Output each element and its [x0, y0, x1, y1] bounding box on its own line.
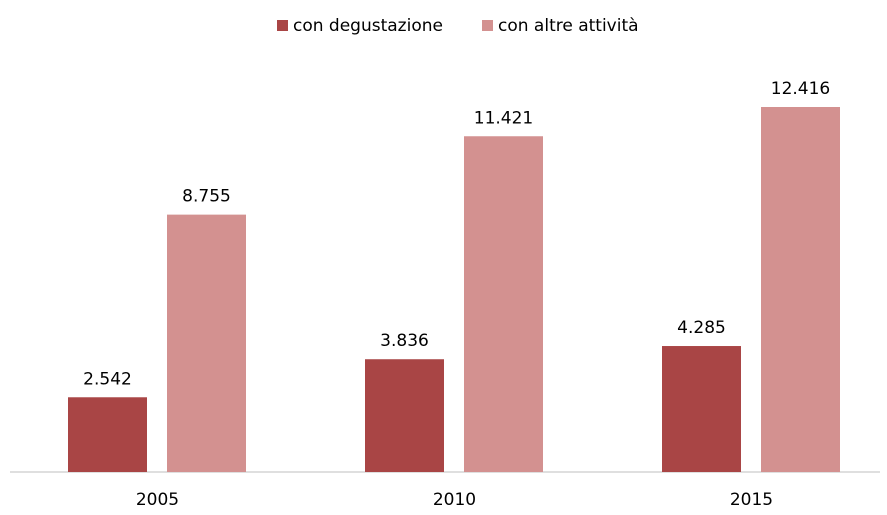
- bar: [68, 397, 147, 472]
- legend-swatch: [482, 20, 493, 31]
- data-label: 3.836: [380, 331, 429, 351]
- data-label: 8.755: [182, 187, 231, 207]
- bar: [167, 214, 246, 472]
- x-tick-label: 2010: [433, 490, 476, 510]
- legend-swatch: [277, 20, 288, 31]
- data-label: 12.416: [771, 79, 830, 99]
- bar: [365, 359, 444, 472]
- data-label: 11.421: [474, 108, 533, 128]
- bar: [464, 136, 543, 473]
- data-label: 2.542: [83, 369, 132, 389]
- x-tick-label: 2015: [730, 490, 773, 510]
- legend-label: con altre attività: [498, 16, 639, 36]
- bar: [761, 107, 840, 472]
- bar: [662, 346, 741, 472]
- x-tick-label: 2005: [136, 490, 179, 510]
- legend-label: con degustazione: [293, 16, 443, 36]
- data-label: 4.285: [677, 318, 726, 338]
